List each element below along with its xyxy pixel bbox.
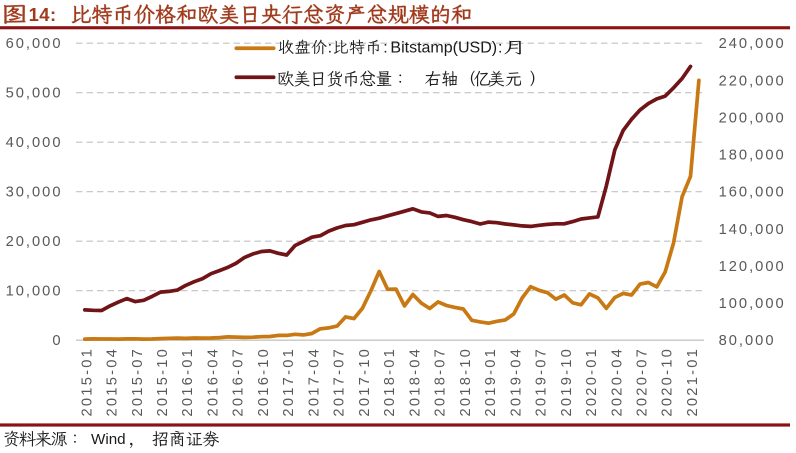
svg-text:10,000: 10,000 bbox=[6, 284, 63, 300]
svg-text:60,000: 60,000 bbox=[6, 36, 63, 52]
svg-text:14:: 14: bbox=[29, 4, 57, 25]
svg-text:2017-04: 2017-04 bbox=[306, 347, 322, 417]
svg-text:2015-07: 2015-07 bbox=[130, 347, 146, 417]
svg-text:30,000: 30,000 bbox=[6, 185, 63, 201]
svg-text:2020-10: 2020-10 bbox=[660, 347, 676, 417]
svg-text:2019-07: 2019-07 bbox=[534, 347, 550, 417]
svg-text:20,000: 20,000 bbox=[6, 234, 63, 250]
svg-text:80,000: 80,000 bbox=[719, 333, 776, 349]
svg-text:2019-01: 2019-01 bbox=[483, 347, 499, 417]
svg-text:200,000: 200,000 bbox=[719, 111, 786, 127]
svg-text:2016-04: 2016-04 bbox=[206, 347, 222, 417]
svg-text:Bitstamp(USD): Bitstamp(USD) bbox=[390, 40, 497, 57]
svg-text:2021-01: 2021-01 bbox=[685, 347, 701, 417]
svg-text::: : bbox=[383, 40, 387, 57]
svg-text:2015-01: 2015-01 bbox=[79, 347, 95, 417]
svg-text:2017-07: 2017-07 bbox=[332, 347, 348, 417]
svg-text:140,000: 140,000 bbox=[719, 222, 786, 238]
svg-text:180,000: 180,000 bbox=[719, 148, 786, 164]
svg-text:Wind: Wind bbox=[91, 431, 126, 448]
svg-text:2016-07: 2016-07 bbox=[231, 347, 247, 417]
svg-text:50,000: 50,000 bbox=[6, 86, 63, 102]
svg-text:2017-10: 2017-10 bbox=[357, 347, 373, 417]
svg-text:2016-01: 2016-01 bbox=[180, 347, 196, 417]
svg-text::: : bbox=[498, 40, 502, 57]
svg-text:0: 0 bbox=[52, 333, 62, 349]
svg-text:2018-04: 2018-04 bbox=[407, 347, 423, 417]
svg-text:2017-01: 2017-01 bbox=[281, 347, 297, 417]
svg-text:2020-01: 2020-01 bbox=[584, 347, 600, 417]
svg-text:2019-10: 2019-10 bbox=[559, 347, 575, 417]
svg-text::: : bbox=[328, 40, 332, 57]
svg-text:2020-07: 2020-07 bbox=[635, 347, 651, 417]
svg-text:2015-04: 2015-04 bbox=[105, 347, 121, 417]
svg-text:240,000: 240,000 bbox=[719, 36, 786, 52]
svg-text:100,000: 100,000 bbox=[719, 296, 786, 312]
svg-text:2018-10: 2018-10 bbox=[458, 347, 474, 417]
svg-text:160,000: 160,000 bbox=[719, 185, 786, 201]
svg-text:2016-10: 2016-10 bbox=[256, 347, 272, 417]
svg-text:120,000: 120,000 bbox=[719, 259, 786, 275]
svg-text:2018-07: 2018-07 bbox=[433, 347, 449, 417]
svg-text:2018-01: 2018-01 bbox=[382, 347, 398, 417]
svg-text:2020-04: 2020-04 bbox=[609, 347, 625, 417]
svg-text:2015-10: 2015-10 bbox=[155, 347, 171, 417]
svg-text:2019-04: 2019-04 bbox=[508, 347, 524, 417]
svg-text:40,000: 40,000 bbox=[6, 135, 63, 151]
svg-text:220,000: 220,000 bbox=[719, 73, 786, 89]
